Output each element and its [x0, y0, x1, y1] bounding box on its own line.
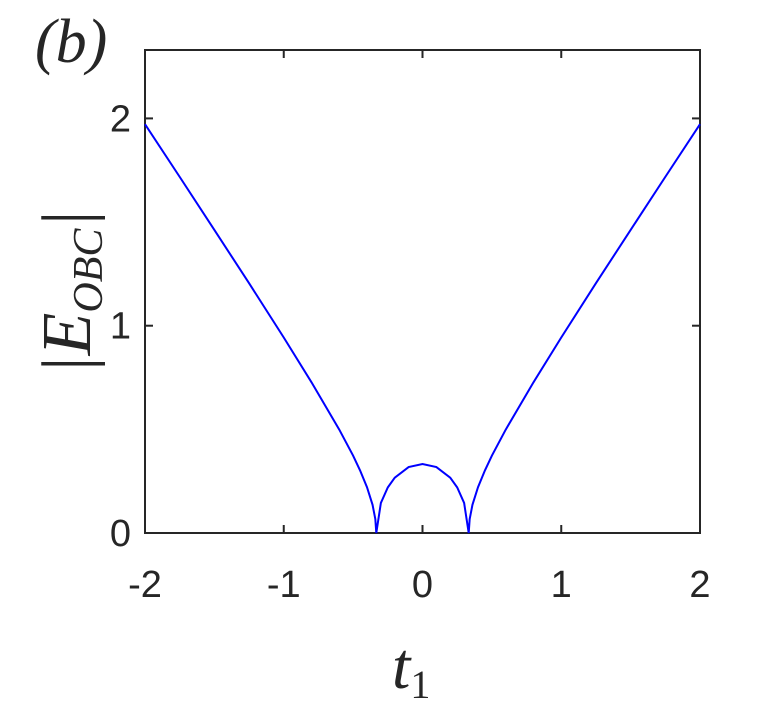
y-label-sub: OBC — [66, 228, 112, 313]
y-tick-label: 1 — [110, 306, 131, 348]
y-label-base: |E — [29, 313, 106, 375]
x-tick-label: 2 — [689, 564, 710, 606]
y-label-end: | — [29, 209, 106, 228]
x-axis-label: t1 — [392, 630, 430, 707]
x-label-sub: 1 — [410, 662, 430, 707]
chart-title: (b) — [35, 8, 107, 76]
plot-frame — [144, 49, 701, 534]
x-tick-label: -1 — [267, 564, 301, 606]
y-axis-label: |EOBC| — [29, 209, 112, 374]
x-tick-label: -2 — [128, 564, 162, 606]
x-tick-label: 1 — [551, 564, 572, 606]
y-tick-label: 0 — [110, 513, 131, 555]
data-line — [144, 123, 701, 534]
x-label-base: t — [392, 630, 412, 703]
x-tick-label: 0 — [412, 564, 433, 606]
y-tick-label: 2 — [110, 98, 131, 140]
